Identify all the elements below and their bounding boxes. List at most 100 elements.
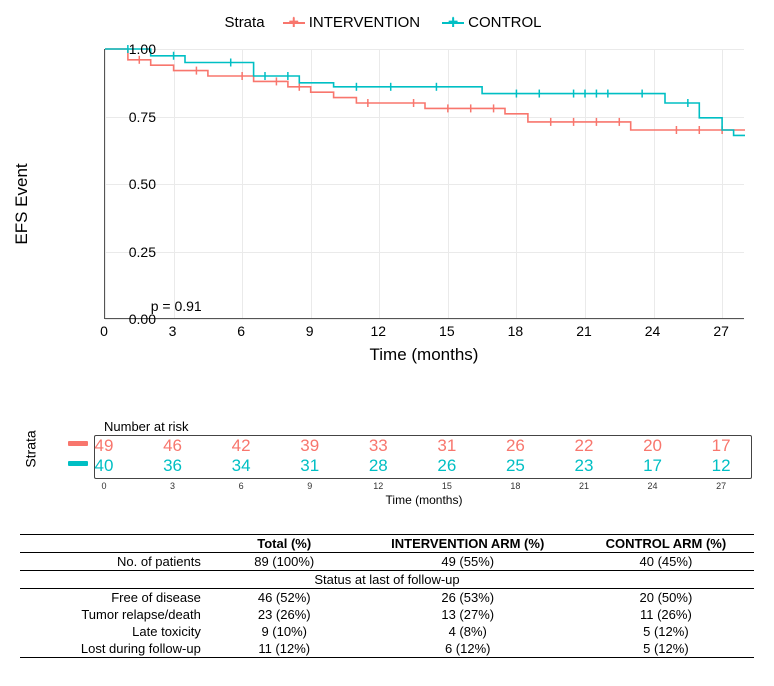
- table-row-label: Tumor relapse/death: [20, 606, 211, 623]
- risk-cell: 31: [437, 436, 456, 456]
- x-tick-label: 6: [237, 323, 245, 339]
- table-row-label: Lost during follow-up: [20, 640, 211, 658]
- x-tick-label: 24: [645, 323, 661, 339]
- y-tick-label: 0.25: [129, 244, 156, 260]
- risk-cell: 31: [300, 456, 319, 476]
- table-row: No. of patients89 (100%)49 (55%)40 (45%): [20, 553, 754, 571]
- risk-title: Number at risk: [104, 419, 764, 434]
- table-row: Lost during follow-up11 (12%)6 (12%)5 (1…: [20, 640, 754, 658]
- table-cell: 20 (50%): [578, 589, 754, 607]
- y-tick-label: 1.00: [129, 41, 156, 57]
- legend-label: CONTROL: [468, 14, 541, 31]
- plot-area: p = 0.91: [104, 49, 744, 319]
- table-cell: 5 (12%): [578, 623, 754, 640]
- table-cell: 11 (26%): [578, 606, 754, 623]
- km-curve: [105, 49, 745, 135]
- risk-cell: 22: [575, 436, 594, 456]
- risk-cell: 25: [506, 456, 525, 476]
- risk-x-label: Time (months): [386, 493, 463, 507]
- x-tick-label: 9: [306, 323, 314, 339]
- table-row: Tumor relapse/death23 (26%)13 (27%)11 (2…: [20, 606, 754, 623]
- table-cell: 4 (8%): [358, 623, 578, 640]
- risk-table: Strata Number at risk 494642393331262220…: [64, 419, 764, 434]
- risk-cell: 40: [95, 456, 114, 476]
- table-cell: 9 (10%): [211, 623, 358, 640]
- risk-x-tick: 6: [239, 481, 244, 491]
- table-cell: 46 (52%): [211, 589, 358, 607]
- legend-title: Strata: [225, 14, 265, 31]
- risk-cell: 49: [95, 436, 114, 456]
- y-axis-label: EFS Event: [12, 163, 32, 244]
- legend-mark-icon: +: [283, 16, 305, 30]
- risk-cell: 20: [643, 436, 662, 456]
- risk-cell: 12: [712, 456, 731, 476]
- x-tick-label: 0: [100, 323, 108, 339]
- x-axis-label: Time (months): [370, 345, 479, 365]
- risk-x-tick: 9: [307, 481, 312, 491]
- summary-table: Total (%)INTERVENTION ARM (%)CONTROL ARM…: [20, 534, 754, 658]
- risk-cell: 36: [163, 456, 182, 476]
- table-header: INTERVENTION ARM (%): [358, 535, 578, 553]
- table-cell: 89 (100%): [211, 553, 358, 571]
- risk-x-tick: 18: [510, 481, 520, 491]
- legend-label: INTERVENTION: [309, 14, 420, 31]
- legend-item: + INTERVENTION: [277, 14, 420, 31]
- risk-cell: 28: [369, 456, 388, 476]
- risk-cell: 26: [437, 456, 456, 476]
- x-tick-label: 12: [370, 323, 386, 339]
- risk-x-tick: 12: [373, 481, 383, 491]
- risk-cell: 34: [232, 456, 251, 476]
- table-cell: 6 (12%): [358, 640, 578, 658]
- x-tick-label: 15: [439, 323, 455, 339]
- risk-series-mark: [68, 441, 88, 446]
- risk-cell: 33: [369, 436, 388, 456]
- table-row-label: No. of patients: [20, 553, 211, 571]
- risk-x-tick: 27: [716, 481, 726, 491]
- table-header: [20, 535, 211, 553]
- table-cell: 11 (12%): [211, 640, 358, 658]
- risk-series-mark: [68, 461, 88, 466]
- risk-x-tick: 0: [101, 481, 106, 491]
- table-cell: 23 (26%): [211, 606, 358, 623]
- table-row: Status at last of follow-up: [20, 571, 754, 589]
- table-cell: 5 (12%): [578, 640, 754, 658]
- legend-top: Strata + INTERVENTION + CONTROL: [10, 10, 764, 39]
- risk-x-tick: 24: [648, 481, 658, 491]
- table-cell: 49 (55%): [358, 553, 578, 571]
- x-tick-label: 3: [169, 323, 177, 339]
- table-header: CONTROL ARM (%): [578, 535, 754, 553]
- figure-container: Strata + INTERVENTION + CONTROL EFS Event p…: [10, 10, 764, 658]
- table-span-header: Status at last of follow-up: [20, 571, 754, 589]
- risk-x-tick: 21: [579, 481, 589, 491]
- p-value-text: p = 0.91: [151, 298, 202, 314]
- y-tick-label: 0.75: [129, 109, 156, 125]
- risk-cell: 39: [300, 436, 319, 456]
- legend-mark-icon: +: [442, 16, 464, 30]
- x-tick-label: 21: [576, 323, 592, 339]
- table-cell: 13 (27%): [358, 606, 578, 623]
- y-tick-label: 0.00: [129, 311, 156, 327]
- risk-row: 40363431282625231712: [104, 456, 744, 478]
- km-plot: EFS Event p = 0.91 0.000.250.500.751.00 …: [64, 39, 764, 369]
- risk-cell: 17: [712, 436, 731, 456]
- risk-cell: 42: [232, 436, 251, 456]
- risk-x-tick: 3: [170, 481, 175, 491]
- table-row-label: Late toxicity: [20, 623, 211, 640]
- risk-cell: 17: [643, 456, 662, 476]
- risk-row: 49464239333126222017: [104, 436, 744, 458]
- risk-x-tick: 15: [442, 481, 452, 491]
- x-tick-label: 27: [713, 323, 729, 339]
- x-tick-label: 18: [508, 323, 524, 339]
- table-cell: 40 (45%): [578, 553, 754, 571]
- table-row-label: Free of disease: [20, 589, 211, 607]
- risk-cell: 46: [163, 436, 182, 456]
- table-row: Late toxicity9 (10%)4 (8%)5 (12%): [20, 623, 754, 640]
- table-header: Total (%): [211, 535, 358, 553]
- risk-cell: 23: [575, 456, 594, 476]
- risk-cell: 26: [506, 436, 525, 456]
- y-tick-label: 0.50: [129, 176, 156, 192]
- km-curve: [105, 49, 745, 130]
- legend-item: + CONTROL: [436, 14, 541, 31]
- table-row: Free of disease46 (52%)26 (53%)20 (50%): [20, 589, 754, 607]
- table-cell: 26 (53%): [358, 589, 578, 607]
